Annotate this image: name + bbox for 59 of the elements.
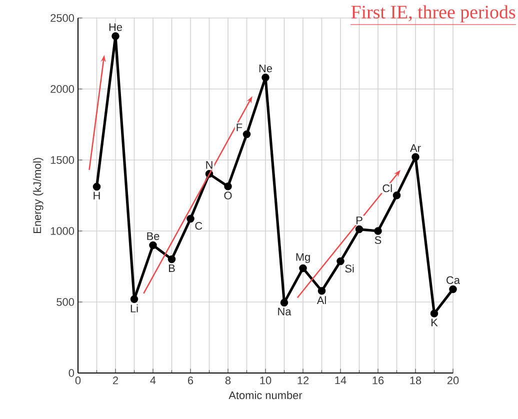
- annotation: He: [109, 23, 122, 31]
- point: [224, 182, 232, 190]
- point: [336, 257, 344, 266]
- annotation: O: [224, 192, 232, 200]
- point: [242, 130, 251, 138]
- annotation: C: [195, 222, 202, 230]
- x-tick-label: 8: [225, 376, 231, 384]
- annotation: B: [169, 264, 175, 272]
- annotation: Al: [316, 296, 326, 304]
- annotation: S: [374, 236, 382, 244]
- point: [430, 310, 438, 318]
- point: [392, 191, 401, 200]
- point: [412, 153, 420, 161]
- annotation: Li: [130, 304, 138, 312]
- annotation: Na: [278, 308, 292, 316]
- y-tick-label: 1000: [50, 227, 74, 235]
- y-tick-label: 500: [56, 298, 74, 306]
- annotation: N: [206, 161, 212, 169]
- annotation: Be: [147, 232, 160, 240]
- annotation: Cl: [382, 184, 392, 192]
- annotation: Mg: [296, 253, 310, 263]
- annotation: Ca: [446, 276, 460, 284]
- x-tick-label: 14: [335, 376, 346, 384]
- x-tick-label: 18: [410, 376, 422, 384]
- y-tick-label: 2500: [50, 14, 74, 22]
- x-tick-label: 0: [75, 376, 81, 384]
- x-tick-label: 10: [260, 376, 272, 384]
- x-tick-label: 6: [188, 376, 194, 384]
- annotation: H: [94, 192, 100, 200]
- point: [112, 32, 120, 40]
- annotation: Ne: [259, 64, 272, 72]
- y-tick-label: 0: [68, 369, 74, 377]
- annotation: Ar: [410, 144, 421, 152]
- y-tick-label: 2000: [50, 85, 74, 93]
- point: [186, 214, 194, 223]
- annotation: F: [236, 124, 242, 132]
- point: [280, 298, 288, 306]
- point: [149, 241, 157, 250]
- y-axis-title: Energy (kJ/mol): [33, 158, 44, 233]
- x-axis-title: Atomic number: [228, 391, 302, 400]
- point: [355, 225, 364, 234]
- annotation: P: [356, 216, 362, 224]
- point: [299, 264, 307, 272]
- y-tick-label: 1500: [50, 156, 74, 164]
- x-tick-label: 20: [447, 376, 459, 384]
- chart-title: First IE, three periods: [351, 5, 516, 22]
- x-tick-label: 12: [298, 376, 309, 384]
- x-tick-label: 4: [150, 376, 156, 384]
- annotation: Si: [345, 264, 354, 272]
- point: [168, 255, 176, 264]
- x-tick-label: 2: [113, 376, 118, 384]
- point: [374, 227, 382, 235]
- annotation: K: [432, 318, 438, 326]
- point: [449, 285, 457, 294]
- point: [318, 287, 326, 295]
- x-tick-label: 16: [372, 376, 384, 384]
- point: [262, 74, 270, 82]
- point: [130, 295, 138, 304]
- point: [92, 182, 101, 191]
